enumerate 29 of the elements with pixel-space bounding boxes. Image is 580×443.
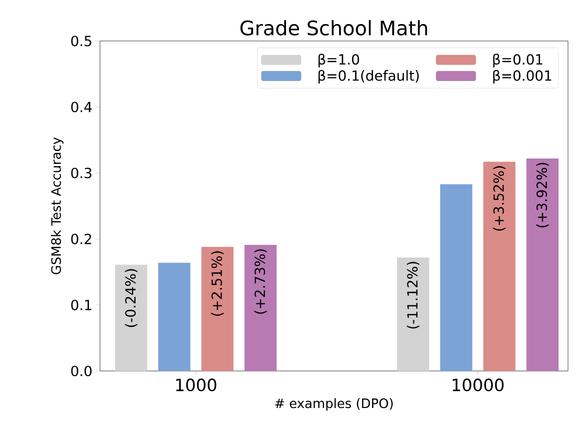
bar (158, 262, 190, 371)
y-tick-label: 0.5 (71, 36, 92, 46)
y-tick-label: 0.4 (71, 102, 92, 112)
bar (440, 184, 472, 371)
legend-label: β=1.0 (318, 54, 360, 68)
x-axis-title: # examples (DPO) (275, 398, 393, 411)
x-tick-label: 10000 (452, 378, 504, 392)
annotation: (+2.73%) (254, 249, 267, 314)
annotation: (+3.92%) (536, 162, 549, 228)
bar (397, 257, 430, 371)
legend-label: β=0.001 (493, 70, 552, 84)
bar (115, 264, 148, 371)
bar (526, 158, 559, 371)
bar (244, 244, 277, 371)
y-tick-label: 0.0 (71, 366, 92, 376)
annotation: (-0.24%) (124, 269, 138, 327)
legend-label: β=0.1(default) (318, 70, 419, 84)
chart-title: Grade School Math (240, 20, 428, 36)
annotation: (+2.51%) (211, 251, 224, 316)
y-axis-title: GSM8k Test Accuracy (50, 137, 64, 274)
y-tick-label: 0.1 (71, 300, 92, 310)
bar (201, 246, 234, 371)
y-tick-label: 0.2 (71, 234, 92, 244)
annotation: (-11.12%) (406, 262, 420, 329)
legend-label: β=0.01 (493, 54, 542, 68)
bar (483, 162, 516, 371)
y-tick-label: 0.3 (71, 168, 92, 178)
annotation: (+3.52%) (493, 166, 506, 231)
x-tick-label: 1000 (176, 378, 216, 392)
